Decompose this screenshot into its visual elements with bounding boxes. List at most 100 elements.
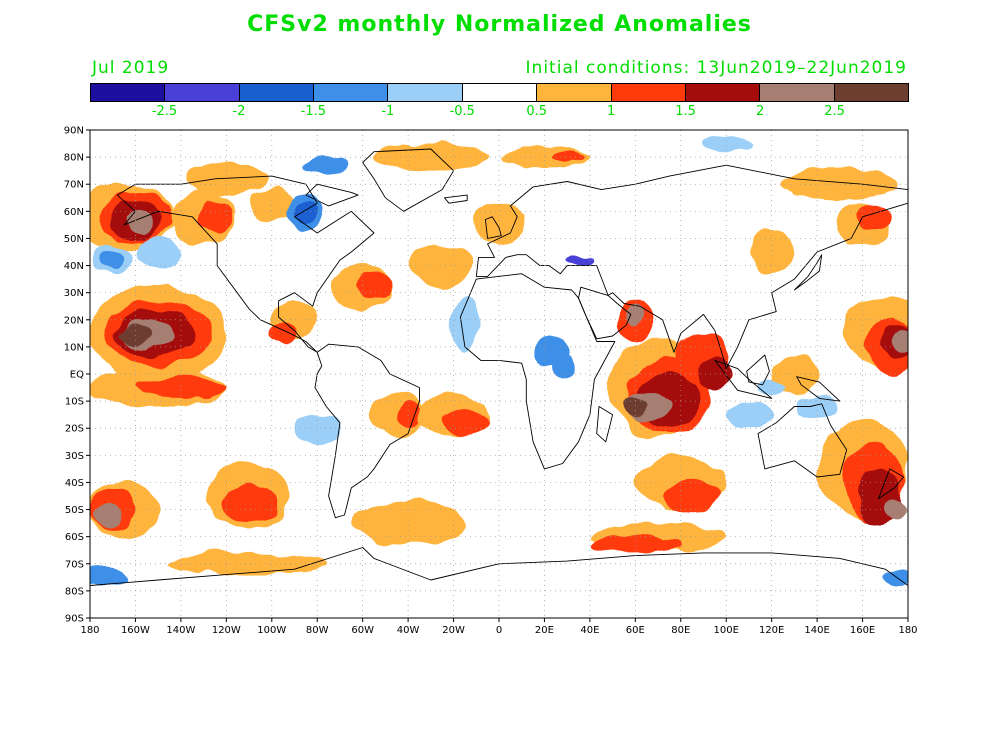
colorbar-swatch: [462, 84, 538, 101]
anomaly-patch: [305, 157, 352, 174]
colorbar-label: -1.5: [300, 104, 327, 119]
uk-outline: [484, 216, 502, 239]
anomaly-patch: [269, 322, 297, 345]
lon-tick-label: 120E: [759, 625, 784, 636]
anomaly-patch: [451, 298, 479, 353]
south-america-outline: [314, 343, 420, 519]
baffin-outline: [305, 183, 359, 207]
africa-outline: [459, 273, 616, 470]
japan-outline: [793, 254, 823, 291]
anomaly-patch: [783, 167, 897, 201]
lat-tick-label: 80N: [64, 153, 84, 164]
lat-tick-label: 40N: [64, 261, 84, 272]
anomaly-patch: [548, 357, 577, 380]
antarctica-outline: [90, 547, 908, 618]
iceland-outline: [444, 194, 468, 204]
anomaly-patch: [221, 485, 277, 524]
lat-tick-label: 10N: [64, 342, 84, 353]
anomaly-patch: [548, 151, 586, 163]
anomaly-patch: [726, 401, 772, 429]
colorbar-swatch: [239, 84, 315, 101]
lat-tick-label: 20S: [65, 424, 84, 435]
colorbar-label: -2: [232, 104, 246, 119]
colorbar-label: 1.5: [675, 104, 696, 119]
colorbar-swatch: [760, 84, 835, 101]
chart-title: CFSv2 monthly Normalized Anomalies: [247, 12, 752, 37]
lat-tick-label: 10S: [65, 397, 84, 408]
lat-tick-label: 30S: [65, 451, 84, 462]
coastlines: [90, 148, 908, 618]
anomaly-patch: [564, 254, 593, 266]
anomaly-patch: [351, 501, 465, 545]
anomaly-patch: [885, 498, 908, 521]
lon-tick-label: 40E: [580, 625, 599, 636]
anomaly-patch: [135, 235, 181, 269]
lon-tick-label: 100E: [714, 625, 739, 636]
lat-tick-label: 50S: [65, 505, 84, 516]
lon-tick-label: 60E: [626, 625, 645, 636]
anomaly-patch: [117, 322, 154, 345]
colorbar-swatch: [537, 84, 612, 101]
lat-tick-label: 90S: [65, 614, 84, 625]
colorbar-labels: -2.5 -2 -1.5 -1 -0.5 0.5 1 1.5 2 2.5: [0, 104, 999, 122]
anomaly-patch: [698, 135, 754, 152]
lon-tick-label: 100W: [257, 625, 286, 636]
colorbar-swatch: [388, 84, 463, 101]
lat-tick-label: 80S: [65, 586, 84, 597]
anomaly-patch: [353, 270, 395, 299]
anomaly-patch: [185, 162, 268, 196]
lat-tick-label: 70N: [64, 180, 84, 191]
anomaly-patch: [855, 203, 893, 231]
new-zealand-outline: [878, 468, 904, 500]
anomaly-patch: [169, 552, 329, 575]
lat-tick-label: 40S: [65, 478, 84, 489]
anomaly-patch: [442, 409, 488, 437]
colorbar-swatch: [314, 84, 389, 101]
lon-tick-label: 20W: [442, 625, 465, 636]
colorbar-label: 0.5: [526, 104, 548, 119]
colorbar-label: 2: [755, 104, 765, 119]
axes: 90N 80N 70N 60N 50N 40N 30N 20N 10N EQ 10S 20S 30S 40…: [64, 126, 918, 637]
madagascar-outline: [596, 406, 614, 443]
lon-tick-label: 180: [80, 625, 99, 636]
anomaly-patch: [471, 203, 527, 247]
anomaly-patch: [94, 504, 122, 526]
colorbar: [90, 83, 909, 102]
lon-tick-label: 180: [898, 625, 917, 636]
anomaly-patch: [196, 200, 234, 234]
lon-tick-label: 140W: [166, 625, 195, 636]
anomaly-patch: [696, 357, 734, 391]
anomaly-patch: [758, 379, 786, 396]
anomaly-patch: [124, 211, 156, 234]
anomaly-patch: [394, 403, 422, 426]
anomaly-patch: [135, 376, 227, 399]
colorbar-swatch: [685, 84, 761, 101]
lat-tick-label: 50N: [64, 234, 84, 245]
lon-tick-label: 40W: [397, 625, 420, 636]
colorbar-label: 2.5: [824, 104, 845, 119]
lat-tick-label: 20N: [64, 315, 84, 326]
lon-tick-label: 160E: [850, 625, 875, 636]
anomaly-patch: [589, 536, 681, 553]
anomaly-patch: [99, 249, 127, 271]
lon-tick-label: 120W: [212, 625, 241, 636]
lon-tick-label: 60W: [351, 625, 374, 636]
anomaly-patch: [294, 414, 340, 442]
lat-tick-label: 60N: [64, 207, 84, 218]
initial-conditions: Initial conditions: 13Jun2019–22Jun2019: [525, 58, 907, 78]
australia-outline: [757, 403, 848, 478]
indonesia-outline: [714, 359, 773, 399]
colorbar-label: -1: [381, 104, 395, 119]
anomaly-patch: [664, 479, 720, 513]
north-america-outline: [116, 175, 375, 353]
lat-tick-label: 70S: [65, 559, 84, 570]
lat-tick-label: EQ: [70, 370, 84, 381]
anomaly-patch: [748, 230, 795, 274]
lon-tick-label: 20E: [535, 625, 554, 636]
anomaly-patch: [621, 395, 649, 418]
lon-tick-label: 140E: [804, 625, 829, 636]
lon-tick-label: 160W: [121, 625, 150, 636]
colorbar-label: -2.5: [151, 104, 178, 119]
colorbar-swatch: [91, 84, 166, 101]
forecast-month: Jul 2019: [92, 58, 170, 78]
